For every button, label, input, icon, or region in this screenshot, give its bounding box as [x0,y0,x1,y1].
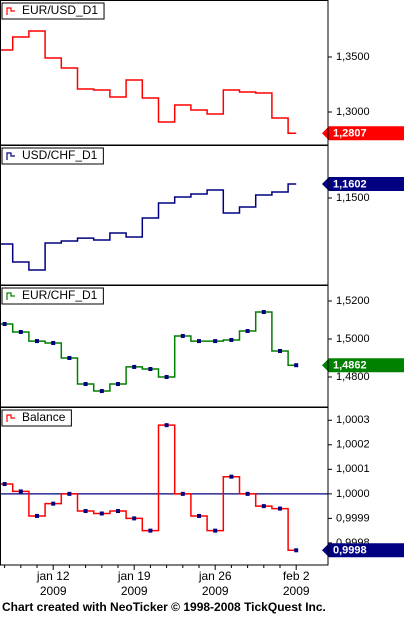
marker [294,363,299,368]
marker [67,355,72,360]
last-value-label: 0,9998 [333,545,367,557]
marker [180,333,185,338]
last-value-box [322,358,404,373]
panel-border [0,407,329,566]
x-tick-label: jan 19 [117,569,151,583]
marker [148,528,153,533]
marker [245,329,250,334]
marker [83,382,88,387]
x-tick-label: jan 12 [36,569,70,583]
y-tick-label: 1,3000 [336,106,370,118]
marker [51,340,56,345]
x-tick-year: 2009 [202,584,229,598]
marker [35,513,39,518]
last-value-box [322,543,404,558]
panel-border [0,0,329,146]
legend-icon [6,414,15,422]
marker [83,509,88,514]
marker [116,382,120,387]
y-tick-label: 1,1500 [336,192,370,204]
legend-icon [6,292,15,300]
x-tick-year: 2009 [40,584,67,598]
legend-label: EUR/USD_D1 [22,3,98,17]
y-tick-label: 1,0002 [336,439,370,451]
marker [2,321,7,326]
legend-box [1,409,72,427]
marker [229,474,234,479]
legend-box [1,2,105,20]
marker [229,337,234,342]
marker [197,339,201,344]
marker [18,489,23,494]
marker [261,504,266,509]
marker [148,367,153,372]
marker [132,364,137,369]
legend-label: Balance [22,410,66,424]
x-tick-year: 2009 [121,584,148,598]
marker [164,423,169,428]
legend-icon [6,152,15,160]
marker [278,506,282,511]
marker [116,509,120,514]
legend-box [1,287,104,305]
marker [213,339,218,344]
step-line [0,183,297,271]
y-tick-label: 1,3500 [336,51,370,63]
step-line [0,30,297,134]
x-tick-label: jan 26 [198,569,232,583]
x-tick-year: 2009 [283,584,310,598]
marker [294,548,299,553]
marker [99,511,104,516]
marker [99,389,104,394]
y-tick-label: 1,5000 [336,333,370,345]
y-tick-label: 1,0001 [336,463,370,475]
last-value-label: 1,1602 [333,178,367,190]
step-line [0,311,297,392]
y-tick-label: 1,0000 [336,488,370,500]
marker [51,501,56,506]
marker [261,310,266,315]
panel-border [0,145,329,286]
y-tick-label: 1,0003 [336,414,370,426]
legend-icon [6,7,15,15]
step-line [0,424,297,552]
marker [35,339,39,344]
legend-box [1,147,104,165]
x-tick-label: feb 2 [283,569,310,583]
last-value-label: 1,4862 [333,360,367,372]
marker [197,513,201,518]
last-value-box [322,177,404,192]
marker [245,491,250,496]
marker [278,348,282,353]
marker [213,528,218,533]
marker [67,491,72,496]
y-tick-label: 0,9999 [336,512,370,524]
last-value-box [322,126,404,141]
legend-label: USD/CHF_D1 [22,148,98,162]
y-tick-label: 1,4800 [336,371,370,383]
legend-label: EUR/CHF_D1 [22,288,98,302]
marker [18,329,23,334]
marker [2,482,7,487]
marker [180,491,185,496]
marker [132,516,137,521]
footer: Chart created with NeoTicker © 1998-2008… [2,600,326,614]
last-value-label: 1,2807 [333,128,367,140]
y-tick-label: 1,5200 [336,295,370,307]
marker [164,374,169,379]
